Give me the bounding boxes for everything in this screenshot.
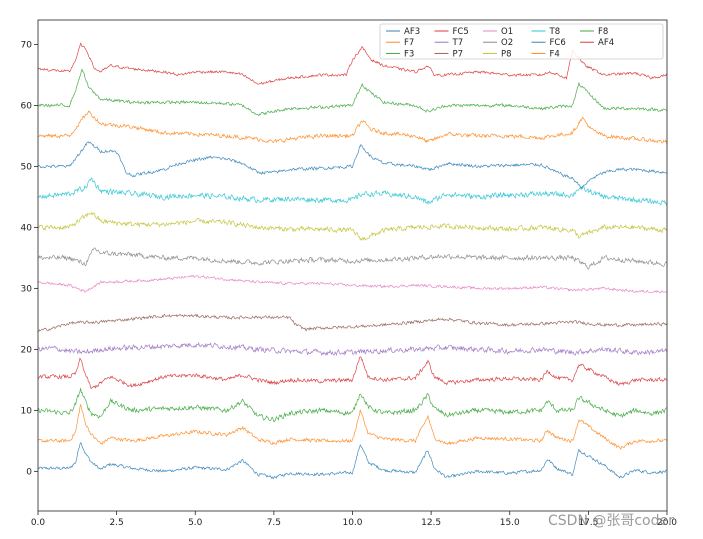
legend-label-fc6: FC6 (550, 38, 566, 48)
watermark-text: CSDN @张哥coder (548, 513, 674, 529)
series-line-f4 (37, 110, 668, 144)
plot-series-group (37, 42, 668, 480)
legend-label-af4: AF4 (598, 38, 614, 48)
y-tick-label: 10 (21, 406, 33, 416)
series-line-f3 (37, 388, 668, 423)
x-tick-label: 15.0 (500, 518, 520, 528)
series-line-t7 (37, 341, 668, 357)
series-line-fc6 (37, 141, 668, 189)
series-line-p7 (37, 313, 668, 332)
x-axis-ticks: 0.0 2.5 5.0 7.5 10.0 12.5 15.0 17.5 20.0 (31, 511, 677, 528)
legend-label-f7: F7 (404, 38, 414, 48)
y-tick-label: 0 (26, 467, 32, 477)
series-line-af3 (37, 442, 668, 480)
series-line-o2 (37, 247, 668, 270)
legend-label-o2: O2 (501, 38, 513, 48)
x-tick-label: 17.5 (578, 518, 598, 528)
x-tick-label: 5.0 (188, 518, 203, 528)
x-tick-label: 20.0 (657, 518, 677, 528)
legend-label-af3: AF3 (404, 27, 420, 37)
series-line-af4 (37, 42, 668, 85)
y-axis-ticks: 0 10 20 30 40 50 60 70 (21, 40, 38, 477)
legend-label-f3: F3 (404, 49, 414, 59)
series-line-f8 (37, 68, 668, 117)
x-tick-label: 12.5 (421, 518, 441, 528)
series-line-t8 (37, 177, 668, 206)
y-tick-label: 20 (21, 345, 33, 355)
legend-label-t8: T8 (549, 27, 561, 37)
legend-label-f4: F4 (550, 49, 560, 59)
legend-label-t7: T7 (452, 38, 464, 48)
series-line-o1 (37, 274, 668, 294)
y-tick-label: 60 (21, 101, 33, 111)
x-tick-label: 0.0 (31, 518, 46, 528)
legend-label-f8: F8 (598, 27, 608, 37)
y-tick-label: 30 (21, 284, 33, 294)
legend-label-o1: O1 (501, 27, 513, 37)
legend-box (379, 23, 664, 60)
y-tick-label: 70 (21, 40, 33, 50)
series-line-f7 (37, 404, 668, 451)
y-tick-label: 40 (21, 223, 33, 233)
legend-label-p7: P7 (453, 49, 464, 59)
series-line-p8 (37, 211, 668, 241)
legend-label-fc5: FC5 (453, 27, 469, 37)
x-tick-label: 2.5 (109, 518, 123, 528)
series-line-fc5 (37, 356, 668, 390)
x-tick-label: 10.0 (342, 518, 362, 528)
x-tick-label: 7.5 (267, 518, 281, 528)
legend-label-p8: P8 (501, 49, 512, 59)
y-tick-label: 50 (21, 162, 33, 172)
